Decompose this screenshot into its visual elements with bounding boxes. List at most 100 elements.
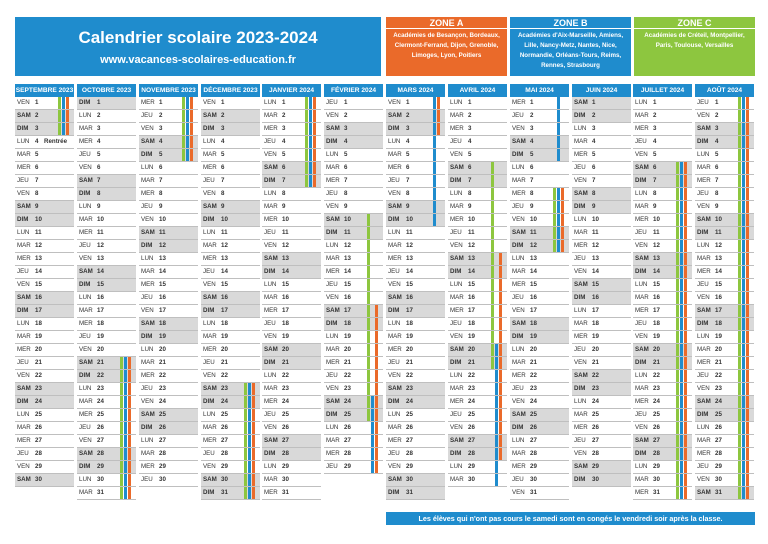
day-number: 4 (97, 138, 101, 145)
day-row: MAR 14 (139, 266, 198, 279)
day-number: 27 (592, 437, 599, 444)
weekday-label: VEN (450, 151, 463, 158)
weekday-label: SAM (388, 112, 402, 119)
day-number: 28 (592, 450, 599, 457)
day-number: 1 (221, 99, 225, 106)
holiday-bar-zone-b (680, 396, 683, 408)
day-number: 28 (715, 450, 722, 457)
day-row: LUN 27 (139, 435, 198, 448)
day-row: LUN 13 (510, 253, 569, 266)
day-number: 1 (35, 99, 39, 106)
holiday-bar-zone-b (680, 409, 683, 421)
day-number: 31 (653, 489, 660, 496)
weekday-label: JEU (388, 177, 400, 184)
day-number: 9 (97, 203, 101, 210)
day-row: VEN 17 (139, 305, 198, 318)
holiday-bar-zone-c (244, 383, 247, 395)
day-number: 28 (159, 450, 166, 457)
weekday-label: MAR (574, 320, 588, 327)
day-row: MAR 26 (201, 422, 260, 435)
day-row: JEU 15 (695, 279, 754, 292)
day-row: LUN 6 (510, 162, 569, 175)
holiday-bar-zone-a (684, 318, 687, 330)
day-row: MAR 20 (324, 344, 383, 357)
month-column: FÉVRIER 2024 JEU 1 VEN 2 SAM 3 DIM 4 LUN 5 MAR 6 MER 7… (324, 84, 383, 474)
weekday-label: DIM (450, 177, 462, 184)
weekday-label: MER (450, 125, 464, 132)
day-number: 29 (715, 463, 722, 470)
day-row: DIM 9 (572, 201, 631, 214)
day-number: 20 (344, 346, 351, 353)
holiday-bar-zone-c (676, 383, 679, 395)
weekday-label: SAM (203, 476, 217, 483)
day-row: MAR 19 (201, 331, 260, 344)
day-number: 22 (406, 372, 413, 379)
day-number: 4 (159, 138, 163, 145)
holiday-bar-zone-b (248, 487, 251, 499)
weekday-label: JEU (79, 151, 91, 158)
day-row: MER 19 (572, 331, 631, 344)
day-number: 27 (406, 437, 413, 444)
day-row: VEN 23 (695, 383, 754, 396)
day-number: 26 (592, 424, 599, 431)
weekday-label: JEU (79, 424, 91, 431)
day-number: 18 (653, 320, 660, 327)
site-url[interactable]: www.vacances-scolaires-education.fr (100, 54, 296, 66)
weekday-label: SAM (203, 203, 217, 210)
month-column: MAI 2024 MER 1 JEU 2 VEN 3 SAM 4 DIM 5 LUN 6 MAR 7 MER 8… (510, 84, 569, 500)
holiday-bar-zone-c (738, 344, 741, 356)
holiday-bar-zone-c (491, 214, 494, 226)
weekday-label: MER (264, 216, 278, 223)
day-number: 1 (653, 99, 657, 106)
weekday-label: VEN (79, 346, 92, 353)
holiday-bar-zone-b (124, 474, 127, 486)
weekday-label: DIM (512, 333, 524, 340)
day-number: 8 (653, 190, 657, 197)
month-header: JUILLET 2024 (633, 84, 692, 97)
weekday-label: VEN (574, 450, 587, 457)
day-number: 2 (159, 112, 163, 119)
holiday-bar-zone-c (244, 487, 247, 499)
day-row: VEN 29 (15, 461, 74, 474)
day-row: LUN 12 (324, 240, 383, 253)
holiday-bar-zone-c (738, 474, 741, 486)
day-number: 4 (344, 138, 348, 145)
holiday-bar-zone-a (684, 175, 687, 187)
holiday-bar-zone-b (742, 136, 745, 148)
day-row: JEU 11 (448, 227, 507, 240)
day-row: VEN 12 (262, 240, 321, 253)
day-row: LUN 23 (77, 383, 136, 396)
holiday-bar-zone-a (746, 318, 749, 330)
holiday-bar-zone-c (676, 357, 679, 369)
holiday-bar-zone-c (738, 201, 741, 213)
day-row: SAM 27 (633, 435, 692, 448)
day-number: 15 (159, 281, 166, 288)
day-number: 24 (592, 398, 599, 405)
day-number: 16 (344, 294, 351, 301)
day-number: 14 (282, 268, 289, 275)
day-row: LUN 25 (386, 409, 445, 422)
weekday-label: MER (326, 177, 340, 184)
weekday-label: LUN (203, 229, 216, 236)
weekday-label: DIM (635, 177, 647, 184)
holiday-bar-zone-a (252, 448, 255, 460)
day-number: 30 (35, 476, 42, 483)
day-row: MER 17 (633, 305, 692, 318)
day-row: MER 6 (15, 162, 74, 175)
holiday-bar-zone-a (746, 227, 749, 239)
holiday-bar-zone-c (738, 136, 741, 148)
holiday-bar-zone-b (680, 305, 683, 317)
weekday-label: VEN (574, 177, 587, 184)
day-number: 21 (468, 359, 475, 366)
day-number: 3 (97, 125, 101, 132)
weekday-label: JEU (264, 138, 276, 145)
weekday-label: LUN (388, 320, 401, 327)
weekday-label: MAR (450, 294, 464, 301)
day-number: 18 (592, 320, 599, 327)
day-number: 7 (406, 177, 410, 184)
day-row: DIM 28 (633, 448, 692, 461)
holiday-bar-zone-b (557, 188, 560, 200)
weekday-label: DIM (79, 463, 91, 470)
day-number: 20 (221, 346, 228, 353)
weekday-label: LUN (203, 320, 216, 327)
